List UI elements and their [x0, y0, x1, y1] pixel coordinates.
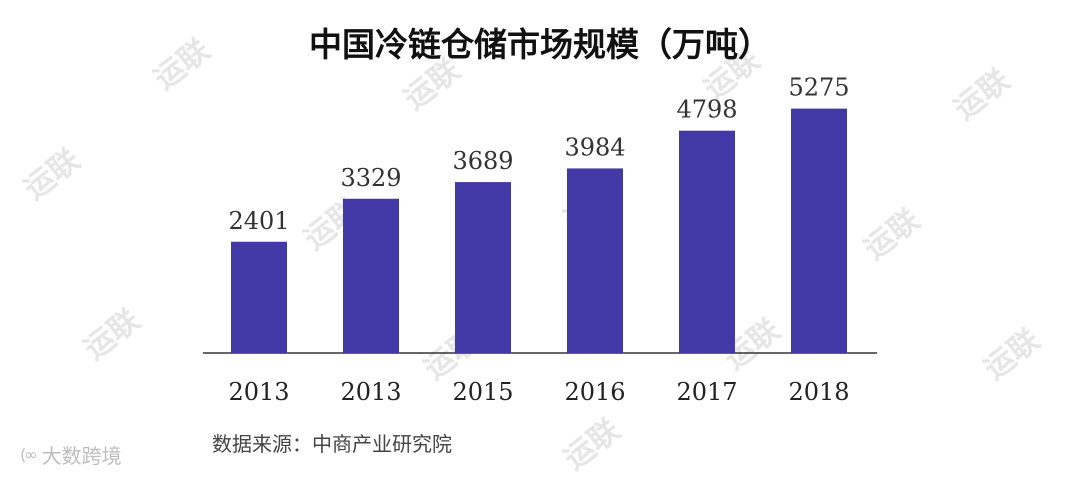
data-label: 3984	[564, 133, 625, 161]
x-tick-label: 2017	[676, 378, 737, 406]
data-label: 2401	[228, 207, 289, 235]
bar	[567, 168, 623, 353]
logo-icon: (∞	[20, 445, 38, 464]
data-label: 4798	[676, 96, 737, 124]
bar	[455, 182, 511, 353]
x-tick-label: 2013	[228, 378, 289, 406]
chart-title: 中国冷链仓储市场规模（万吨）	[309, 25, 771, 64]
brand-logo: (∞ 大数跨境	[20, 440, 122, 469]
data-label: 3329	[340, 164, 401, 192]
bar	[791, 108, 847, 353]
x-tick-label: 2016	[564, 378, 625, 406]
bar	[231, 241, 287, 353]
x-tick-label: 2013	[340, 378, 401, 406]
logo-text: 大数跨境	[41, 444, 122, 468]
data-label: 3689	[452, 147, 513, 175]
bar	[343, 198, 399, 353]
x-tick-label: 2018	[788, 378, 849, 406]
data-label: 5275	[788, 74, 849, 102]
source-note: 数据来源：中商产业研究院	[212, 432, 452, 456]
x-tick-label: 2015	[452, 378, 513, 406]
bar	[679, 130, 735, 353]
